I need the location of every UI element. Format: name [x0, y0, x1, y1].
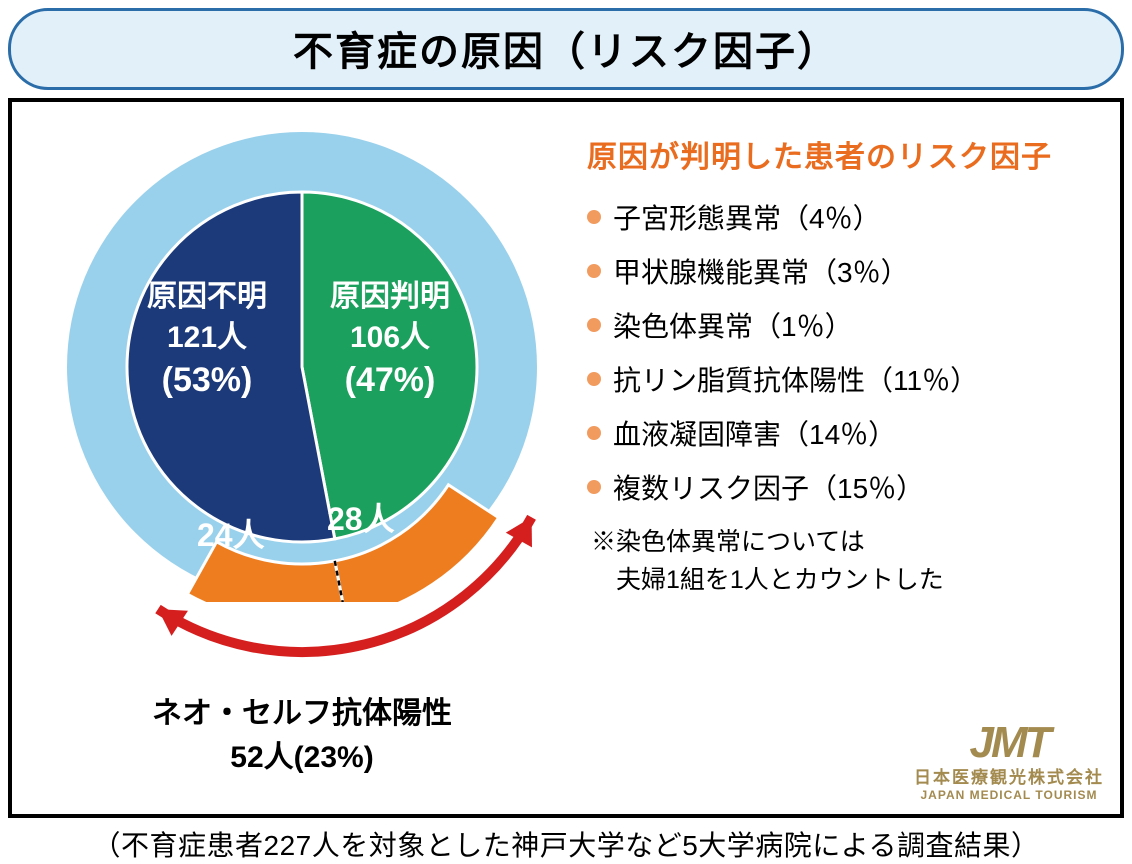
bullet-icon [587, 372, 601, 386]
orange-right-count: 28人 [327, 494, 395, 540]
bullet-icon [587, 318, 601, 332]
risk-item: 抗リン脂質抗体陽性（11％） [587, 352, 1107, 406]
bullet-icon [587, 480, 601, 494]
risk-item-text: 血液凝固障害（14％） [613, 413, 896, 453]
callout-label: ネオ・セルフ抗体陽性 52人(23%) [42, 692, 562, 779]
risk-item-text: 子宮形態異常（4％） [613, 197, 881, 237]
risk-item-text: 抗リン脂質抗体陽性（11％） [613, 359, 978, 399]
chart-zone: 原因不明121人(53%) 原因判明106人(47%) 24人 28人 ネオ・セ… [42, 132, 562, 792]
risk-item: 甲状腺機能異常（3％） [587, 244, 1107, 298]
jmt-logo: JMT 日本医療観光株式会社 JAPAN MEDICAL TOURISM [914, 724, 1104, 802]
page-title: 不育症の原因（リスク因子） [11, 19, 1121, 77]
risk-heading: 原因が判明した患者のリスク因子 [587, 132, 1107, 176]
risk-factor-list: 原因が判明した患者のリスク因子 子宮形態異常（4％） 甲状腺機能異常（3％） 染色体… [587, 132, 1107, 599]
orange-left-count: 24人 [197, 510, 265, 556]
bullet-icon [587, 264, 601, 278]
risk-item: 複数リスク因子（15％） [587, 460, 1107, 514]
risk-item-text: 甲状腺機能異常（3％） [613, 251, 909, 291]
pie-chart: 原因不明121人(53%) 原因判明106人(47%) 24人 28人 [67, 132, 537, 602]
title-bar: 不育症の原因（リスク因子） [8, 8, 1124, 90]
risk-item: 血液凝固障害（14％） [587, 406, 1107, 460]
logo-mark: JMT [914, 724, 1104, 761]
risk-note: ※染色体異常については 夫婦1組を1人とカウントした [587, 524, 1107, 599]
bullet-icon [587, 426, 601, 440]
risk-item-text: 染色体異常（1％） [613, 305, 853, 345]
risk-item-text: 複数リスク因子（15％） [613, 467, 924, 507]
pie-svg [67, 132, 537, 602]
bullet-icon [587, 210, 601, 224]
risk-items: 子宮形態異常（4％） 甲状腺機能異常（3％） 染色体異常（1％） 抗リン脂質抗体陽性（… [587, 190, 1107, 514]
logo-jp: 日本医療観光株式会社 [914, 763, 1104, 788]
logo-en: JAPAN MEDICAL TOURISM [914, 788, 1104, 802]
risk-item: 染色体異常（1％） [587, 298, 1107, 352]
source-note: （不育症患者227人を対象とした神戸大学など5大学病院による調査結果） [8, 824, 1124, 864]
risk-item: 子宮形態異常（4％） [587, 190, 1107, 244]
main-panel: 原因不明121人(53%) 原因判明106人(47%) 24人 28人 ネオ・セ… [8, 98, 1124, 818]
